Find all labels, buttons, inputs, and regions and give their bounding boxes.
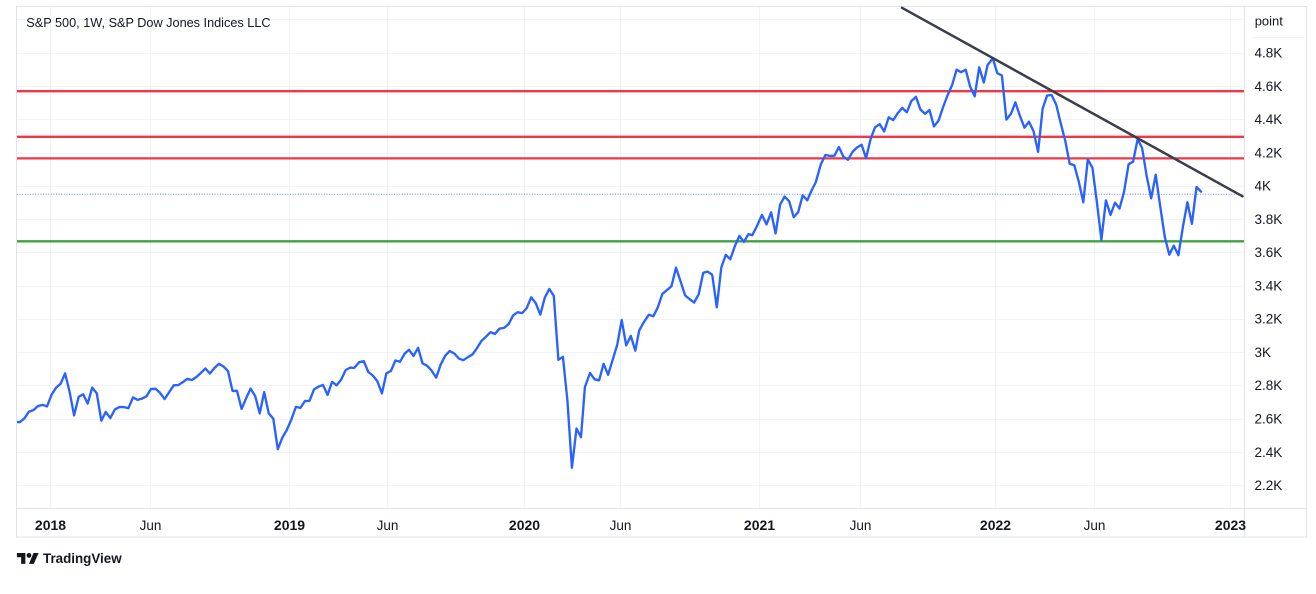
svg-text:4K: 4K bbox=[1255, 179, 1272, 194]
svg-text:2020: 2020 bbox=[509, 517, 540, 533]
svg-text:2.8K: 2.8K bbox=[1255, 378, 1283, 393]
svg-text:4.8K: 4.8K bbox=[1255, 46, 1283, 61]
svg-text:4.4K: 4.4K bbox=[1255, 112, 1283, 127]
svg-text:2018: 2018 bbox=[35, 517, 66, 533]
svg-text:3.6K: 3.6K bbox=[1255, 245, 1283, 260]
svg-text:Jun: Jun bbox=[140, 518, 162, 533]
svg-text:2022: 2022 bbox=[980, 517, 1011, 533]
svg-text:TradingView: TradingView bbox=[43, 551, 122, 566]
svg-text:2.6K: 2.6K bbox=[1255, 412, 1283, 427]
svg-text:4.6K: 4.6K bbox=[1255, 79, 1283, 94]
svg-text:3K: 3K bbox=[1255, 345, 1272, 360]
svg-text:2021: 2021 bbox=[744, 517, 775, 533]
svg-text:Jun: Jun bbox=[850, 518, 872, 533]
svg-text:2.4K: 2.4K bbox=[1255, 445, 1283, 460]
svg-text:3.4K: 3.4K bbox=[1255, 278, 1283, 293]
svg-text:point: point bbox=[1255, 13, 1284, 28]
svg-text:3.8K: 3.8K bbox=[1255, 212, 1283, 227]
svg-text:Jun: Jun bbox=[377, 518, 399, 533]
svg-text:Jun: Jun bbox=[610, 518, 632, 533]
svg-text:2019: 2019 bbox=[274, 517, 305, 533]
svg-text:3.2K: 3.2K bbox=[1255, 312, 1283, 327]
svg-text:2.2K: 2.2K bbox=[1255, 478, 1283, 493]
svg-text:S&P 500, 1W, S&P Dow Jones Ind: S&P 500, 1W, S&P Dow Jones Indices LLC bbox=[26, 16, 270, 30]
svg-text:2023: 2023 bbox=[1215, 517, 1246, 533]
svg-text:Jun: Jun bbox=[1084, 518, 1106, 533]
svg-text:4.2K: 4.2K bbox=[1255, 145, 1283, 160]
